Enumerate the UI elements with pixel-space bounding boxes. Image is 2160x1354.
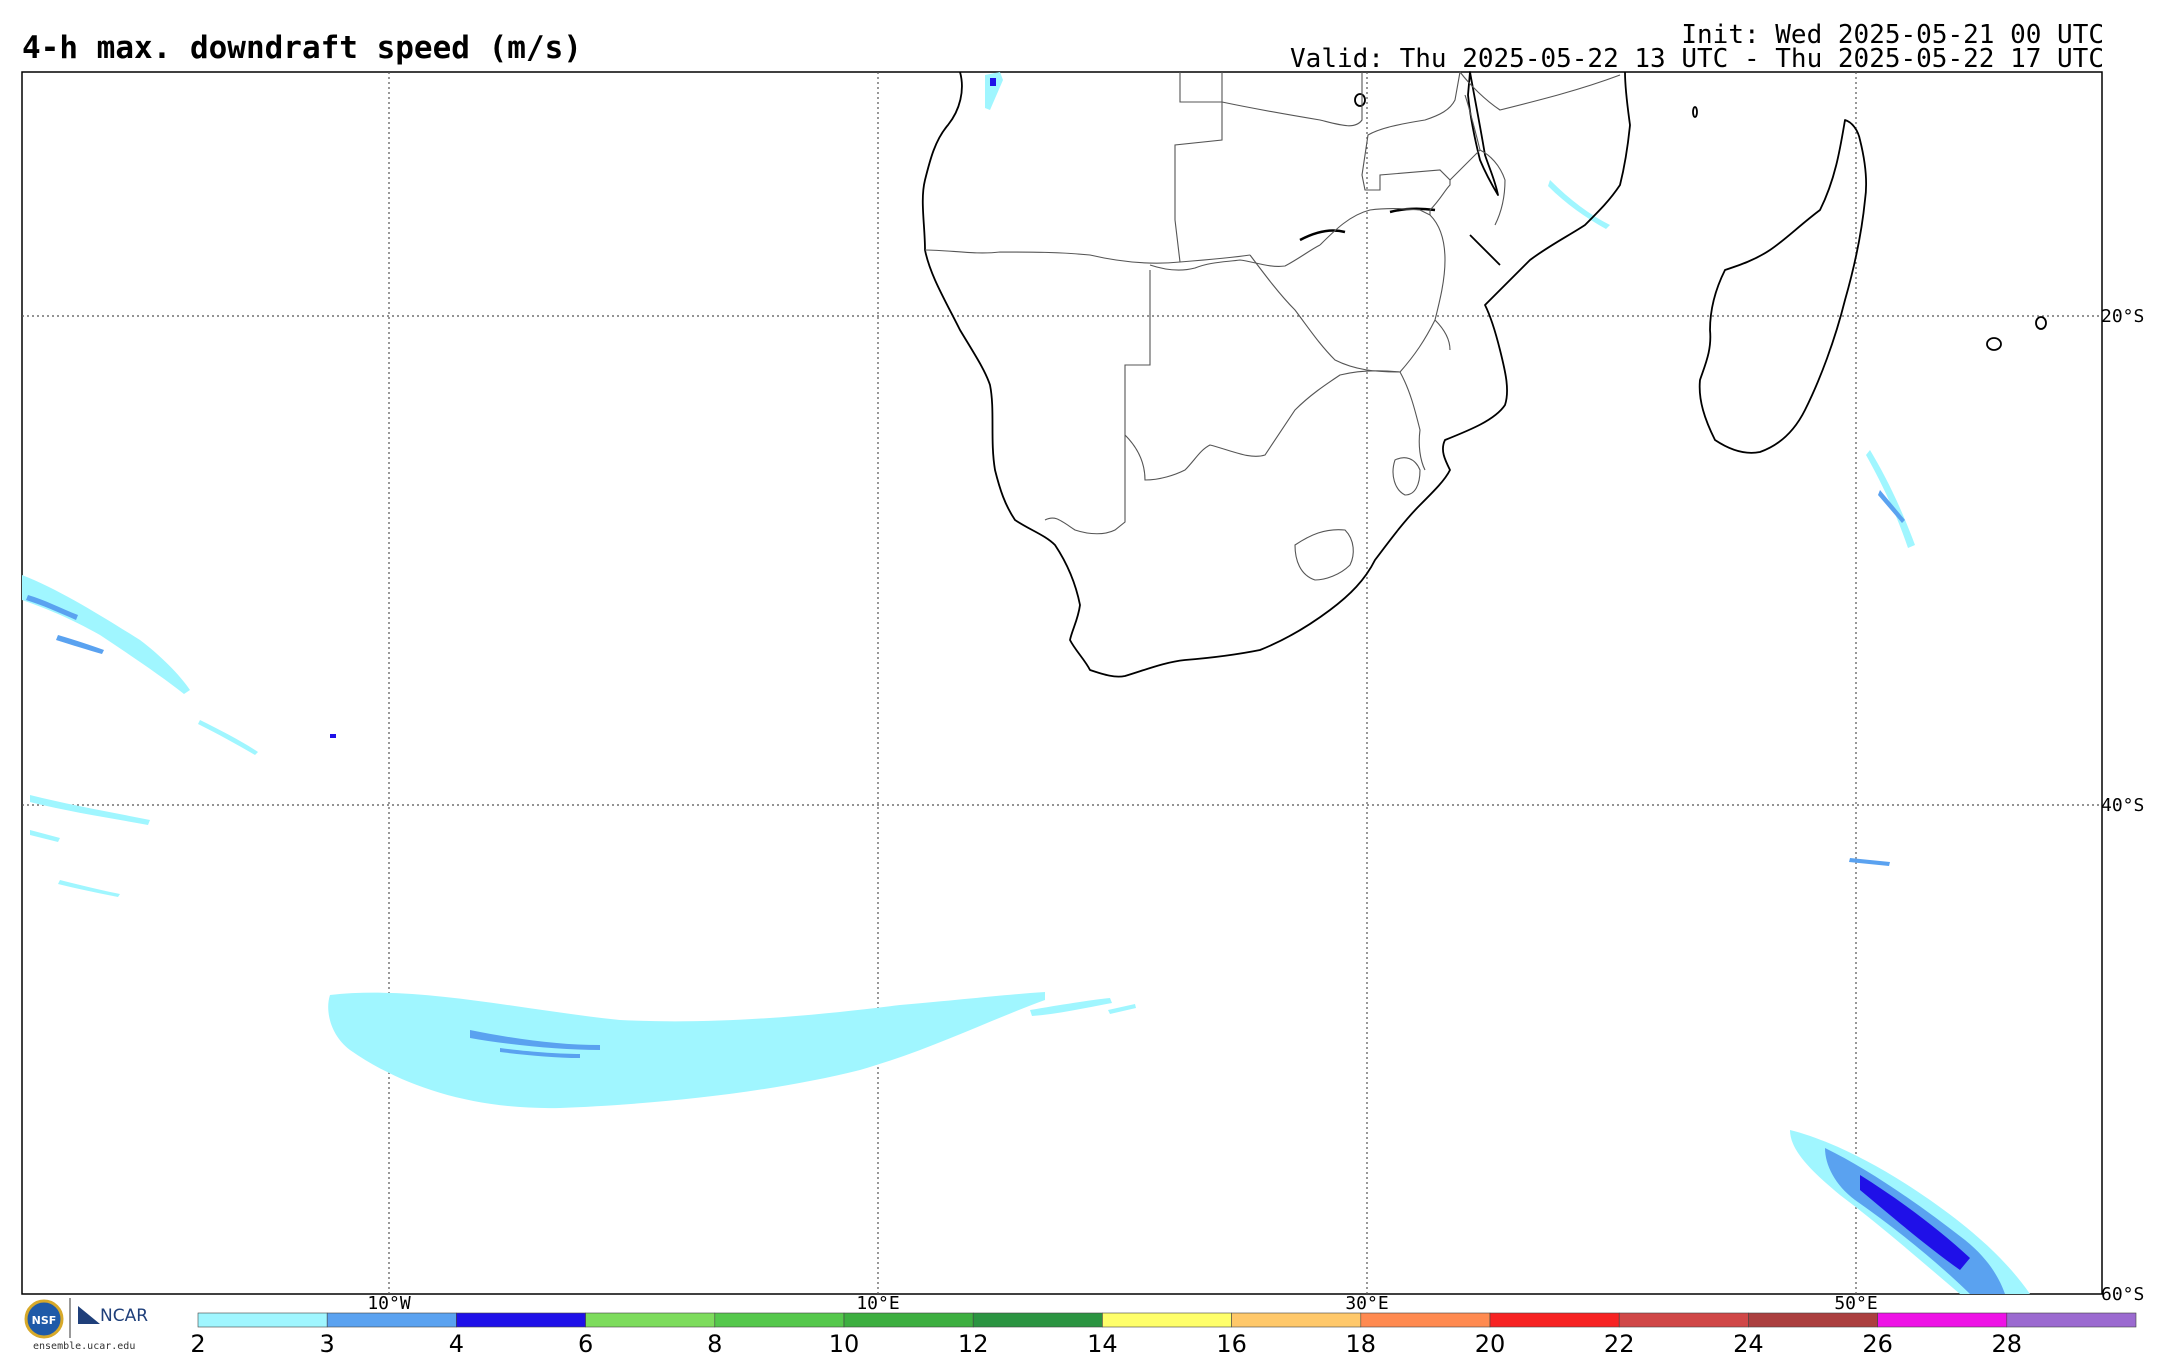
ncar-logo: NCAR xyxy=(78,1306,148,1326)
colorbar-swatch xyxy=(1618,1312,1749,1328)
reunion xyxy=(2035,316,2047,330)
colorbar-swatch xyxy=(1102,1312,1232,1328)
colorbar: 2 3 4 6 8 10 12 14 16 18 20 22 24 26 28 xyxy=(190,1312,2137,1354)
logo-separator xyxy=(69,1298,71,1338)
border-tanzania xyxy=(1459,71,1621,111)
lon-label-30e: 30°E xyxy=(1345,1293,1388,1314)
colorbar-swatch xyxy=(197,1312,328,1328)
lon-label-10e: 10°E xyxy=(856,1293,899,1314)
colorbar-swatch xyxy=(456,1312,586,1328)
colorbar-swatch xyxy=(1748,1312,1878,1328)
mauritius xyxy=(1986,337,2002,351)
colorbar-swatch xyxy=(1489,1312,1620,1328)
graticule xyxy=(22,72,2102,1294)
colorbar-label: 10 xyxy=(829,1330,860,1354)
colorbar-label: 2 xyxy=(190,1330,205,1354)
colorbar-swatch xyxy=(843,1312,974,1328)
lat-labels: 20°S 40°S 60°S xyxy=(2101,306,2144,1305)
colorbar-label: 26 xyxy=(1862,1330,1893,1354)
shading-ocean-arc-2 xyxy=(470,1030,600,1050)
africa-coastline xyxy=(921,71,1631,678)
ncar-logo-text: NCAR xyxy=(100,1306,149,1326)
downdraft-shading xyxy=(22,72,2030,1294)
coastlines xyxy=(921,71,2047,678)
init-time: Init: Wed 2025-05-21 00 UTC xyxy=(1681,20,2104,50)
border-eswatini xyxy=(1392,457,1421,496)
colorbar-label: 16 xyxy=(1216,1330,1247,1354)
colorbar-swatch xyxy=(1877,1312,2008,1328)
border-zambia xyxy=(1319,71,1461,246)
colorbar-label: 22 xyxy=(1604,1330,1635,1354)
valid-time: Valid: Thu 2025-05-22 13 UTC - Thu 2025-… xyxy=(1290,44,2104,74)
border-mozambique xyxy=(1399,319,1451,471)
border-zambia-drc xyxy=(1180,72,1363,127)
colorbar-label: 24 xyxy=(1733,1330,1764,1354)
colorbar-label: 20 xyxy=(1475,1330,1506,1354)
lake-tanganyika-south xyxy=(1354,93,1366,107)
lat-label-20s: 20°S xyxy=(2101,306,2144,327)
shading-ocean-arc xyxy=(328,992,1045,1109)
colorbar-swatch xyxy=(326,1312,457,1328)
madagascar-coastline xyxy=(1698,119,1868,454)
page-title: 4-h max. downdraft speed (m/s) xyxy=(22,30,582,66)
country-borders xyxy=(924,71,1621,581)
colorbar-label: 4 xyxy=(449,1330,464,1354)
colorbar-label: 8 xyxy=(707,1330,722,1354)
colorbar-swatch xyxy=(1360,1312,1491,1328)
map-frame xyxy=(21,71,2103,1295)
colorbar-swatch xyxy=(972,1312,1103,1328)
border-zimbabwe xyxy=(1249,214,1446,373)
colorbar-label: 14 xyxy=(1087,1330,1118,1354)
colorbar-label: 6 xyxy=(578,1330,593,1354)
comoros xyxy=(1692,106,1698,118)
lat-label-40s: 40°S xyxy=(2101,795,2144,816)
ncar-mark-icon xyxy=(78,1306,100,1324)
colorbar-label: 3 xyxy=(320,1330,335,1354)
nsf-logo: NSF xyxy=(24,1299,64,1339)
shading-ocean-arc-3 xyxy=(500,1048,580,1058)
lon-label-50e: 50°E xyxy=(1834,1293,1877,1314)
colorbar-label: 28 xyxy=(1992,1330,2023,1354)
lake-malawi xyxy=(1467,71,1499,196)
border-malawi xyxy=(1449,94,1506,226)
colorbar-swatch xyxy=(1231,1312,1362,1328)
colorbar-label: 18 xyxy=(1346,1330,1377,1354)
border-lesotho xyxy=(1294,529,1354,581)
colorbar-swatch xyxy=(585,1312,716,1328)
border-namibia-botswana xyxy=(1149,244,1321,271)
border-angola-namibia xyxy=(924,249,1251,264)
lat-label-60s: 60°S xyxy=(2101,1284,2144,1305)
lon-labels: 10°W 10°E 30°E 50°E xyxy=(367,1293,1877,1314)
branding-url: ensemble.ucar.edu xyxy=(33,1341,136,1352)
lon-label-10w: 10°W xyxy=(367,1293,411,1314)
border-botswana xyxy=(1124,370,1401,481)
lake-nyasa-south xyxy=(1469,234,1501,266)
lake-cahora-bassa xyxy=(1389,207,1436,214)
colorbar-swatch xyxy=(2006,1312,2137,1328)
nsf-logo-text: NSF xyxy=(32,1314,57,1327)
border-namibia-south xyxy=(1044,270,1151,535)
lake-kariba xyxy=(1299,229,1346,242)
colorbar-swatch xyxy=(714,1312,845,1328)
colorbar-label: 12 xyxy=(958,1330,989,1354)
shading-west-streak xyxy=(22,575,190,694)
